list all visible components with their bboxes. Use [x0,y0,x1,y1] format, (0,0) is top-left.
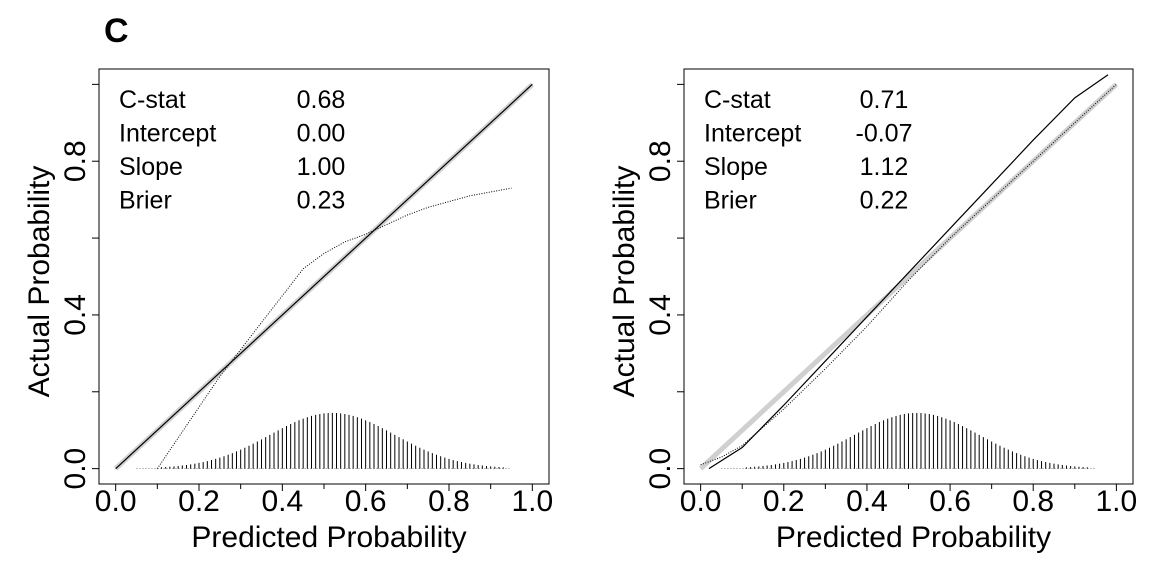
stat-value: 0.71 [860,86,909,114]
panel-label: C [104,12,129,50]
plot-area [113,82,535,471]
series-ideal-line [698,82,1119,471]
x-axis-title: Predicted Probability [191,521,466,554]
x-tick-label: 0.4 [846,485,888,518]
y-tick-label: 0.4 [59,294,92,336]
stat-value: 0.00 [297,120,346,148]
plot-area [698,74,1119,471]
x-tick-label: 0.8 [428,485,470,518]
y-tick-label: 0.0 [644,448,677,490]
x-tick-label: 0.6 [345,485,387,518]
stat-label: Brier [119,187,172,215]
stat-label: C-stat [119,86,186,114]
stat-value: 1.00 [297,153,346,181]
series-calibration-line [115,83,533,470]
x-tick-label: 0.6 [929,485,971,518]
stat-label: Intercept [119,120,216,148]
stat-value: 1.12 [860,153,909,181]
series-loess-line [156,187,512,469]
y-tick-label: 0.8 [644,140,677,182]
y-tick-label: 0.4 [644,294,677,336]
stat-label: Slope [119,153,183,181]
x-axis-title: Predicted Probability [776,521,1051,554]
series-loess-line [700,84,1117,466]
series-calibration-line [708,74,1109,470]
y-tick-label: 0.0 [59,448,92,490]
stat-value: 0.23 [297,187,346,215]
x-tick-label: 0.2 [763,485,805,518]
x-tick-label: 0.4 [261,485,303,518]
y-tick-label: 0.8 [59,140,92,182]
stat-value: 0.68 [297,86,346,114]
y-axis-title: Actual Probability [608,166,641,398]
stat-value: 0.22 [860,187,909,215]
stat-value: -0.07 [856,120,913,148]
x-tick-label: 0.0 [95,485,137,518]
x-tick-label: 0.2 [178,485,220,518]
stat-label: Slope [704,153,768,181]
x-tick-label: 0.0 [680,485,722,518]
stat-label: Intercept [704,120,801,148]
y-axis-title: Actual Probability [23,166,56,398]
x-tick-label: 0.8 [1012,485,1054,518]
x-tick-label: 1.0 [511,485,553,518]
x-tick-label: 1.0 [1096,485,1138,518]
stat-label: Brier [704,187,757,215]
stat-label: C-stat [704,86,771,114]
